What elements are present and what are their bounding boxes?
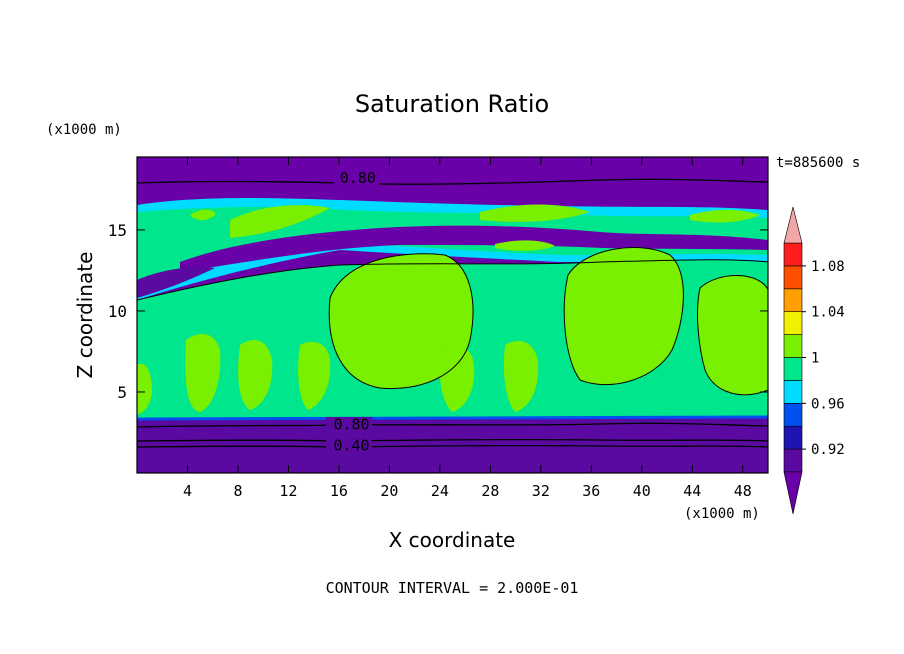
contour-line-080-low [137,422,768,428]
lower-dry-layer [137,416,768,473]
cirrus-patch-4 [190,209,216,221]
contour-line-060-low [137,438,768,442]
contour-mid-top [137,259,768,301]
colorbar-tick-label: 1.04 [811,305,845,321]
x-axis: 4 8 12 16 20 24 28 32 36 40 44 48 [183,157,752,500]
upper-dry-layer [137,157,768,198]
y-unit-label: (x1000 m) [46,122,122,138]
x-tick-label: 40 [633,482,651,500]
contour-label: 0.80 [340,169,376,187]
plot-area [137,157,768,473]
contour-cell-outline-2 [563,247,684,386]
y-tick-label: 5 [117,383,127,402]
cirrus-patch-2 [480,204,590,222]
x-tick-label: 32 [532,482,550,500]
colorbar-segment [783,425,803,450]
colorbar-segment [783,402,803,427]
colorbar-segment [783,242,803,267]
contour-label-bg-1 [334,174,380,190]
moist-band-inner [137,206,768,288]
shallow-cell-3 [298,341,331,410]
x-tick-label: 20 [380,482,398,500]
boundary-edge [137,415,768,421]
x-tick-label: 8 [233,482,242,500]
colorbar: 0.92 0.96 1 1.04 1.08 [783,206,845,515]
x-tick-label: 4 [183,482,192,500]
time-label: t=885600 s [776,155,860,171]
x-tick-label: 12 [279,482,297,500]
colorbar-over-arrow [783,206,803,244]
colorbar-tick-label: 0.96 [811,396,845,412]
y-tick-label: 15 [108,221,127,240]
x-tick-label: 24 [431,482,449,500]
x-unit-label: (x1000 m) [684,506,760,522]
contour-labels-group: 0.80 0.80 0.40 [326,169,380,454]
contour-label-bg-2 [326,417,372,432]
x-tick-label: 28 [481,482,499,500]
dry-intrusion-upper [180,225,768,272]
colorbar-segment [783,448,803,473]
colorbar-segment [783,265,803,290]
cirrus-patch-1 [230,205,330,238]
cirrus-patch-3 [690,209,760,223]
shallow-cell-5 [503,340,539,412]
x-axis-label: X coordinate [389,528,516,552]
contour-label-bg-3 [326,436,372,451]
colorbar-segment [783,288,803,312]
contour-line-040-low [137,444,768,448]
shallow-cell-4 [439,345,475,412]
contour-label: 0.80 [333,415,369,433]
chart-title: Saturation Ratio [355,90,549,118]
x-tick-label: 48 [734,482,752,500]
contour-cell-outline-1 [328,253,474,390]
y-tick-label: 10 [108,302,127,321]
convective-cell-46km [697,275,768,395]
y-axis: 5 10 15 [108,221,768,402]
contour-cell-outline-3 [697,275,768,396]
colorbar-under-arrow [783,471,803,515]
contour-interval-label: CONTOUR INTERVAL = 2.000E-01 [326,579,579,597]
convective-cell-20km [329,253,473,389]
plot-frame [136,156,769,474]
x-tick-label: 36 [582,482,600,500]
shallow-cell-1 [185,334,221,412]
convective-cell-36km [564,247,684,385]
colorbar-tick-label: 1.08 [811,259,845,275]
colorbar-segment [783,311,803,335]
contour-label: 0.40 [333,436,369,454]
shallow-cell-edge [137,363,152,414]
contour-line-080-top [137,178,768,185]
dry-patch-left [137,267,215,298]
y-axis-label: Z coordinate [73,252,97,379]
x-tick-label: 16 [330,482,348,500]
colorbar-tick-label: 0.92 [811,442,845,458]
colorbar-segment [783,380,803,404]
colorbar-segment [783,357,803,381]
colorbar-tick-label: 1 [811,351,819,367]
shallow-cell-2 [238,340,273,410]
x-tick-label: 44 [683,482,701,500]
colorbar-segment [783,334,803,358]
cirrus-patch-5 [495,240,555,251]
